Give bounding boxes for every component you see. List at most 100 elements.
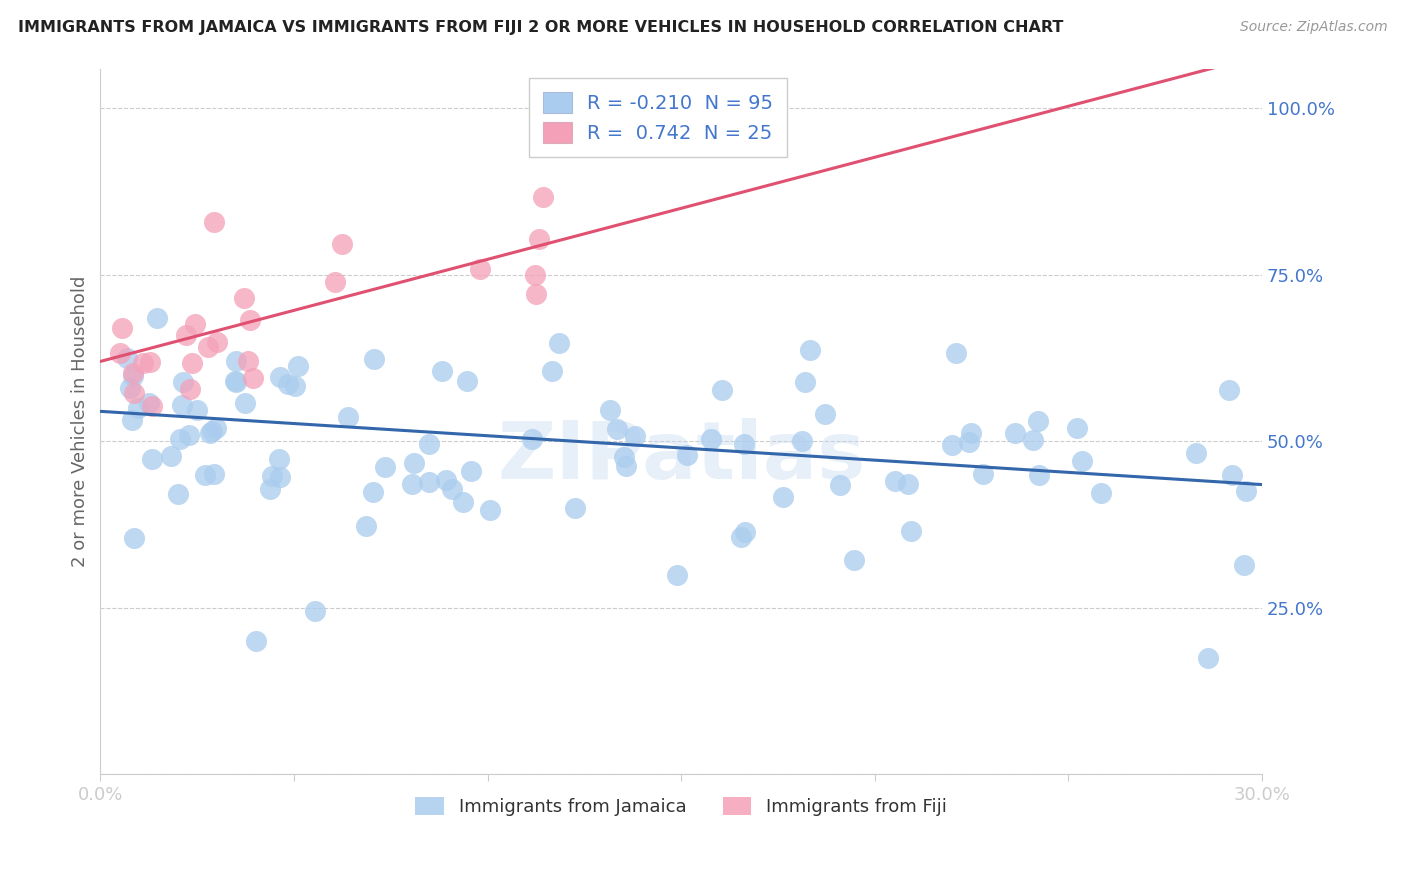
Point <box>794 375 817 389</box>
Point <box>957 435 980 450</box>
Point <box>1233 558 1256 573</box>
Point <box>599 403 621 417</box>
Point <box>276 377 298 392</box>
Point <box>363 351 385 366</box>
Point <box>1021 433 1043 447</box>
Point <box>146 310 169 325</box>
Point <box>361 484 384 499</box>
Point <box>121 412 143 426</box>
Point <box>205 335 228 350</box>
Point <box>531 190 554 204</box>
Point <box>181 356 204 370</box>
Point <box>959 426 981 441</box>
Point <box>132 356 155 370</box>
Point <box>734 524 756 539</box>
Point <box>772 490 794 504</box>
Point <box>269 370 291 384</box>
Point <box>434 474 457 488</box>
Point <box>676 448 699 462</box>
Point <box>202 467 225 481</box>
Point <box>456 374 478 388</box>
Point <box>1026 414 1049 428</box>
Point <box>111 321 134 335</box>
Point <box>897 477 920 491</box>
Point <box>1184 446 1206 460</box>
Point <box>202 214 225 228</box>
Point <box>1071 454 1094 468</box>
Point <box>141 452 163 467</box>
Point <box>700 432 723 446</box>
Point <box>418 437 440 451</box>
Point <box>122 367 145 381</box>
Point <box>287 359 309 374</box>
Point <box>260 468 283 483</box>
Point <box>267 451 290 466</box>
Point <box>167 487 190 501</box>
Point <box>194 468 217 483</box>
Point <box>201 424 224 438</box>
Point <box>170 398 193 412</box>
Point <box>120 381 142 395</box>
Point <box>242 371 264 385</box>
Point <box>524 268 547 282</box>
Point <box>733 436 755 450</box>
Point <box>233 291 256 305</box>
Point <box>527 232 550 246</box>
Point <box>174 327 197 342</box>
Point <box>169 432 191 446</box>
Point <box>1066 421 1088 435</box>
Point <box>179 428 201 442</box>
Point <box>160 449 183 463</box>
Point <box>138 396 160 410</box>
Point <box>1090 486 1112 500</box>
Point <box>1234 484 1257 499</box>
Point <box>613 450 636 464</box>
Point <box>468 262 491 277</box>
Point <box>259 482 281 496</box>
Point <box>430 364 453 378</box>
Point <box>730 530 752 544</box>
Point <box>245 634 267 648</box>
Point <box>1220 468 1243 483</box>
Point <box>225 375 247 389</box>
Point <box>790 434 813 449</box>
Point <box>401 477 423 491</box>
Point <box>941 438 963 452</box>
Text: IMMIGRANTS FROM JAMAICA VS IMMIGRANTS FROM FIJI 2 OR MORE VEHICLES IN HOUSEHOLD : IMMIGRANTS FROM JAMAICA VS IMMIGRANTS FR… <box>18 20 1064 35</box>
Point <box>139 355 162 369</box>
Point <box>541 364 564 378</box>
Point <box>330 236 353 251</box>
Point <box>179 382 201 396</box>
Point <box>624 429 647 443</box>
Point <box>224 374 246 388</box>
Point <box>304 604 326 618</box>
Point <box>127 401 149 416</box>
Point <box>122 369 145 384</box>
Point <box>1028 467 1050 482</box>
Point <box>1218 383 1240 397</box>
Legend: Immigrants from Jamaica, Immigrants from Fiji: Immigrants from Jamaica, Immigrants from… <box>406 788 956 825</box>
Point <box>172 376 194 390</box>
Point <box>844 552 866 566</box>
Point <box>460 464 482 478</box>
Point <box>547 335 569 350</box>
Point <box>606 422 628 436</box>
Point <box>323 275 346 289</box>
Point <box>122 531 145 545</box>
Point <box>614 459 637 474</box>
Point <box>337 409 360 424</box>
Point <box>522 432 544 446</box>
Point <box>374 459 396 474</box>
Point <box>884 475 907 489</box>
Point <box>141 400 163 414</box>
Text: ZIPatlas: ZIPatlas <box>496 417 865 496</box>
Point <box>453 495 475 509</box>
Y-axis label: 2 or more Vehicles in Household: 2 or more Vehicles in Household <box>72 276 89 567</box>
Text: Source: ZipAtlas.com: Source: ZipAtlas.com <box>1240 20 1388 34</box>
Point <box>799 343 821 357</box>
Point <box>972 467 994 481</box>
Point <box>122 386 145 401</box>
Point <box>233 396 256 410</box>
Point <box>186 403 208 417</box>
Point <box>900 524 922 539</box>
